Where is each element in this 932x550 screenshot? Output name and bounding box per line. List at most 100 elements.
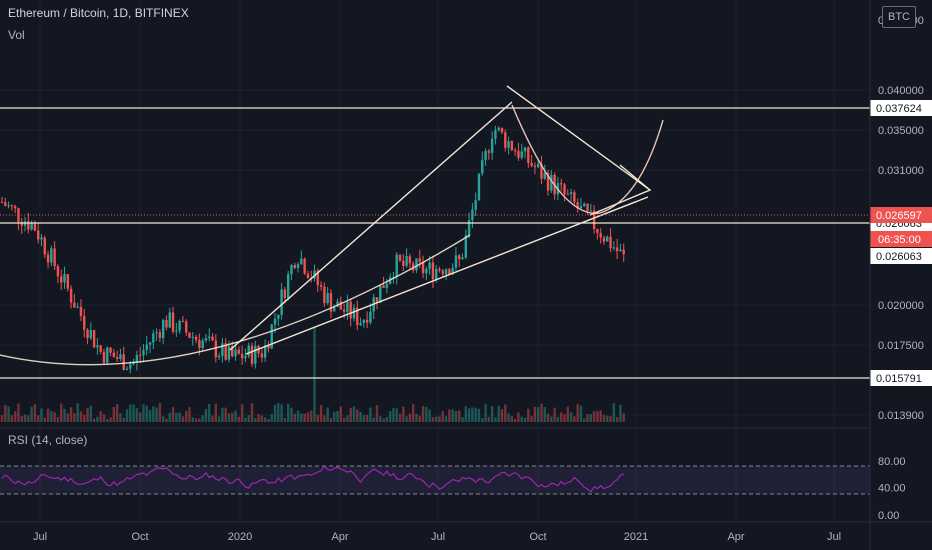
candle-body (369, 311, 372, 323)
volume-bar (500, 409, 504, 422)
candle-body (461, 257, 464, 260)
volume-bar (313, 327, 316, 422)
candle-body (451, 267, 454, 275)
candle-body (43, 237, 46, 255)
volume-bar (458, 410, 461, 422)
candle-body (211, 336, 214, 341)
volume-bar (23, 414, 27, 422)
currency-button[interactable]: BTC (882, 6, 916, 28)
candle-body (349, 301, 352, 319)
time-tick-label: Apr (727, 531, 744, 543)
candle-body (185, 321, 188, 333)
volume-bar (56, 416, 60, 422)
candle-body (165, 320, 168, 328)
candle-body (175, 330, 178, 332)
candle-body (20, 221, 23, 226)
price-tick-label: 0.040000 (878, 85, 924, 97)
candle-body (306, 273, 310, 278)
candle-body (379, 285, 382, 303)
volume-bar (244, 417, 247, 422)
volume-bar (63, 408, 66, 422)
volume-bar (254, 418, 257, 422)
candle-body (122, 354, 125, 370)
candle-body (221, 343, 224, 356)
high-level-tag (870, 100, 932, 116)
volume-bar (326, 407, 329, 422)
volume-bar (221, 407, 224, 422)
candle-body (300, 258, 303, 265)
volume-bar (612, 403, 616, 422)
time-tick-label: Jul (827, 531, 841, 543)
volume-bar (277, 403, 280, 422)
candle-body (326, 293, 329, 304)
candle-body (224, 343, 227, 360)
volume-bar (329, 417, 333, 422)
volume-bar (392, 407, 395, 422)
volume-bar (563, 414, 566, 422)
volume-bar (7, 406, 10, 422)
candle-body (622, 249, 625, 255)
candle-body (27, 221, 30, 230)
volume-bar (231, 412, 234, 422)
candle-body (573, 192, 576, 203)
candle-body (63, 274, 66, 283)
candle-body (293, 265, 296, 269)
candle-body (135, 355, 139, 363)
candle-body (329, 293, 333, 312)
volume-bar (148, 410, 152, 422)
candle-body (191, 336, 194, 338)
volume-bar (451, 409, 454, 422)
candle-body (145, 344, 148, 350)
volume-bar (560, 412, 563, 422)
volume-bar (115, 404, 119, 422)
volume-bar (270, 414, 273, 422)
candle-body (270, 324, 273, 349)
candle-body (428, 262, 431, 269)
price-tick-label: 0.031000 (878, 165, 924, 177)
volume-bar (342, 417, 346, 422)
candle-body (467, 220, 471, 236)
volume-bar (583, 418, 586, 422)
candle-body (589, 210, 593, 212)
candle-body (520, 151, 523, 158)
candle-body (438, 268, 441, 271)
candle-body (286, 274, 290, 298)
candle-body (148, 342, 152, 345)
volume-bar (263, 417, 267, 422)
volume-bar (418, 415, 421, 422)
candle-body (217, 355, 221, 358)
volume-bar (185, 410, 188, 422)
candle-body (178, 320, 181, 331)
volume-bar (622, 413, 625, 422)
volume-bar (395, 408, 398, 422)
candle-body (431, 262, 435, 280)
volume-bar (435, 416, 438, 422)
candle-body (490, 138, 494, 153)
volume-bar (50, 411, 53, 422)
candle-body (168, 312, 171, 328)
candle-body (181, 320, 185, 322)
volume-bars (0, 327, 625, 422)
candle-body (504, 132, 507, 148)
candle-body (418, 258, 421, 262)
candle-body (244, 356, 247, 359)
volume-bar (145, 405, 148, 422)
volume-bar (69, 407, 73, 422)
candle-body (250, 345, 254, 364)
candle-body (421, 261, 425, 274)
volume-bar (379, 416, 382, 422)
candle-body (112, 352, 116, 358)
volume-bar (461, 417, 464, 422)
volume-bar (510, 416, 514, 422)
volume-bar (303, 413, 306, 422)
volume-bar (402, 406, 405, 422)
candle-body (89, 330, 93, 339)
volume-bar (421, 405, 425, 422)
candle-body (382, 285, 385, 288)
support-tag2 (870, 248, 932, 264)
volume-bar (290, 407, 293, 422)
candle-body (86, 329, 89, 339)
candle-body (612, 247, 616, 249)
volume-bar (333, 411, 336, 422)
